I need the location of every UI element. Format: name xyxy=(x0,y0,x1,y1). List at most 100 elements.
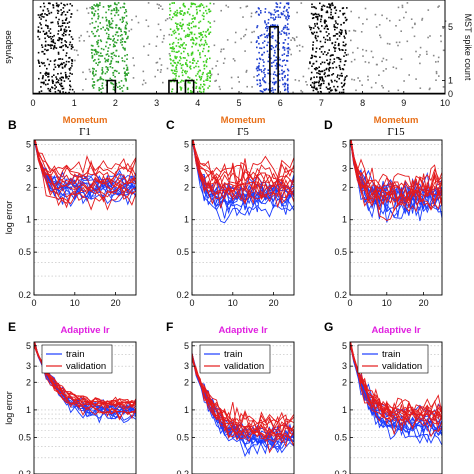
raster-spike xyxy=(178,50,180,53)
raster-spike xyxy=(43,16,45,18)
raster-spike xyxy=(101,69,103,71)
raster-spike xyxy=(287,14,289,16)
raster-spike xyxy=(342,13,344,16)
raster-spike xyxy=(58,25,60,27)
raster-spike xyxy=(338,47,340,50)
raster-spike xyxy=(259,10,262,12)
raster-spike xyxy=(276,10,278,12)
raster-spike xyxy=(275,44,278,47)
raster-spike xyxy=(52,48,55,50)
raster-spike xyxy=(109,63,111,65)
raster-spike xyxy=(273,24,275,27)
raster-spike xyxy=(320,83,323,85)
raster-spike xyxy=(47,44,49,46)
raster-spike xyxy=(353,29,355,32)
raster-spike xyxy=(328,91,331,94)
raster-spike xyxy=(179,62,182,65)
raster-spike xyxy=(316,17,319,20)
raster-spike xyxy=(61,19,64,22)
raster-spike xyxy=(41,44,43,46)
raster-spike xyxy=(355,89,357,92)
raster-spike xyxy=(47,73,50,75)
raster-spike xyxy=(41,46,44,48)
y-tick-label: 0.2 xyxy=(334,469,347,474)
raster-spike xyxy=(323,73,326,76)
raster-spike xyxy=(263,51,265,54)
raster-spike xyxy=(107,69,109,71)
raster-spike xyxy=(119,41,122,44)
raster-spike xyxy=(272,81,274,84)
raster-spike xyxy=(180,87,183,89)
raster-spike xyxy=(176,14,178,17)
raster-spike xyxy=(255,41,258,43)
raster-spike xyxy=(96,79,99,82)
raster-spike xyxy=(99,22,101,24)
raster-spike xyxy=(235,31,237,34)
raster-spike xyxy=(203,43,206,46)
raster-spike xyxy=(186,33,189,36)
raster-spike xyxy=(209,26,212,28)
raster-spike xyxy=(310,27,313,29)
raster-spike xyxy=(325,11,328,14)
raster-spike xyxy=(382,57,385,60)
raster-spike xyxy=(126,73,128,75)
raster-spike xyxy=(91,30,93,33)
raster-spike xyxy=(419,46,422,49)
raster-spike xyxy=(209,77,211,79)
raster-spike xyxy=(287,15,289,18)
raster-spike xyxy=(70,45,73,48)
raster-spike xyxy=(269,12,272,15)
raster-spike xyxy=(328,88,330,90)
raster-spike xyxy=(326,59,328,61)
raster-spike xyxy=(250,15,253,18)
raster-spike xyxy=(275,67,278,70)
raster-dots xyxy=(37,2,447,94)
raster-spike xyxy=(367,75,369,78)
raster-spike xyxy=(112,39,115,41)
raster-spike xyxy=(56,9,59,12)
raster-spike xyxy=(203,15,205,18)
raster-spike xyxy=(100,40,103,43)
raster-spike xyxy=(287,91,289,93)
legend-entry: validation xyxy=(66,361,106,372)
raster-spike xyxy=(202,30,205,33)
raster-spike xyxy=(220,50,222,53)
raster-spike xyxy=(273,27,276,30)
raster-spike xyxy=(204,55,206,57)
raster-spike xyxy=(287,23,289,25)
raster-spike xyxy=(273,71,276,73)
raster-spike xyxy=(270,57,272,60)
raster-spike xyxy=(279,64,281,67)
raster-spike xyxy=(201,86,204,88)
raster-spike xyxy=(234,59,236,62)
raster-spike xyxy=(315,7,317,10)
raster-spike xyxy=(160,5,162,7)
raster-spike xyxy=(175,68,178,70)
raster-spike xyxy=(288,6,290,9)
raster-spike xyxy=(65,41,68,43)
raster-spike xyxy=(111,57,114,60)
train-series xyxy=(34,140,136,205)
raster-spike xyxy=(107,28,109,30)
raster-spike xyxy=(71,73,73,75)
raster-spike xyxy=(193,66,195,69)
raster-spike xyxy=(116,70,118,73)
raster-spike xyxy=(276,64,278,66)
raster-spike xyxy=(77,54,79,56)
raster-spike xyxy=(301,91,304,93)
raster-spike xyxy=(388,43,391,45)
raster-spike xyxy=(190,90,192,92)
raster-spike xyxy=(314,23,316,25)
raster-spike xyxy=(185,44,187,46)
raster-spike xyxy=(286,79,289,82)
raster-spike xyxy=(97,4,99,6)
raster-spike xyxy=(316,88,318,91)
raster-spike xyxy=(334,12,337,14)
raster-spike xyxy=(209,71,211,73)
raster-spike xyxy=(46,67,48,70)
raster-spike xyxy=(115,6,117,9)
raster-spike xyxy=(191,18,193,20)
train-series xyxy=(192,357,294,445)
raster-spike xyxy=(204,39,207,42)
